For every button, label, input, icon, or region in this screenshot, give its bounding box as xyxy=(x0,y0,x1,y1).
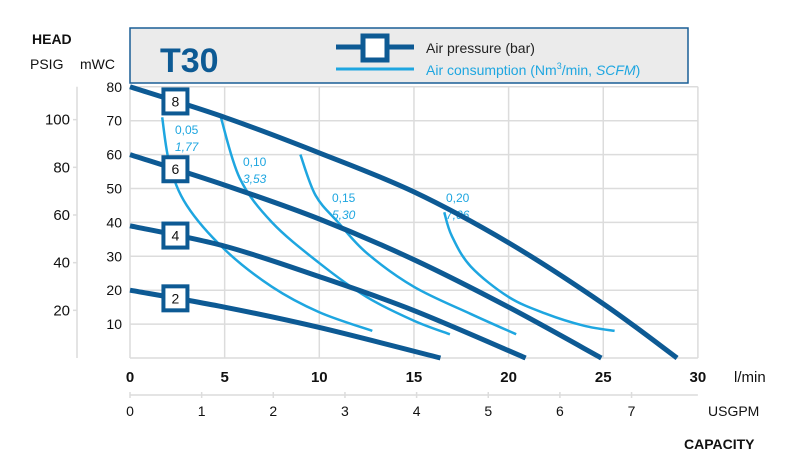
consumption-label-nm3: 0,05 xyxy=(175,123,199,137)
pressure-marker-box xyxy=(161,87,190,116)
y-tick-label-mwc: 60 xyxy=(106,147,122,163)
x-tick-label: 0 xyxy=(126,369,134,386)
consumption-label-scfm: 3,53 xyxy=(243,172,267,186)
usgpm-tick-label: 6 xyxy=(556,403,564,419)
y-tick-label-mwc: 50 xyxy=(106,181,122,197)
x-unit-lmin: l/min xyxy=(734,369,766,386)
pressure-marker-box xyxy=(161,155,190,184)
x-axis-title: CAPACITY xyxy=(684,436,755,452)
pressure-marker-box xyxy=(161,284,190,313)
usgpm-tick-label: 2 xyxy=(269,403,277,419)
y-tick-label-mwc: 20 xyxy=(106,282,122,298)
x-unit-usgpm: USGPM xyxy=(708,403,759,419)
usgpm-tick-label: 5 xyxy=(484,403,492,419)
y-unit-psig: PSIG xyxy=(30,56,63,72)
consumption-curves: 0,051,770,103,530,155,300,207,06 xyxy=(160,116,615,336)
usgpm-tick-label: 7 xyxy=(628,403,636,419)
y-axis-title: HEAD xyxy=(32,31,72,47)
consumption-label-nm3: 0,10 xyxy=(243,155,267,169)
usgpm-tick-label: 0 xyxy=(126,403,134,419)
consumption-label-nm3: 0,15 xyxy=(332,191,356,205)
x-tick-label: 25 xyxy=(595,369,612,386)
chart-title: T30 xyxy=(160,42,219,80)
tick-labels: 0 5 10 15 20 25 301020304050607080204060801000… xyxy=(45,79,706,419)
y-tick-label-psig: 60 xyxy=(53,207,70,224)
pressure-marker-label: 6 xyxy=(172,161,180,177)
y-tick-label-mwc: 10 xyxy=(106,316,122,332)
legend-pressure-label: Air pressure (bar) xyxy=(426,40,535,56)
y-tick-label-psig: 100 xyxy=(45,112,70,129)
y-tick-label-mwc: 80 xyxy=(106,79,122,95)
legend-consumption-label: Air consumption (Nm3/min, SCFM) xyxy=(426,61,640,78)
pressure-marker-label: 8 xyxy=(172,93,180,109)
x-tick-label: 20 xyxy=(500,369,517,386)
x-tick-label: 30 xyxy=(690,369,707,386)
consumption-curve-0,15 xyxy=(299,154,517,336)
x-tick-label: 10 xyxy=(311,369,328,386)
x-tick-label: 15 xyxy=(406,369,423,386)
consumption-curve-0,20 xyxy=(443,211,615,333)
pressure-marker-box xyxy=(161,221,190,250)
grid xyxy=(76,86,699,396)
pressure-curve-6-bar xyxy=(129,152,603,361)
x-tick-label: 5 xyxy=(220,369,228,386)
y-tick-label-mwc: 70 xyxy=(106,113,122,129)
consumption-label-nm3: 0,20 xyxy=(446,191,470,205)
consumption-curve-0,10 xyxy=(219,116,451,336)
y-unit-mwc: mWC xyxy=(80,56,115,72)
pressure-curve-4-bar xyxy=(129,223,527,361)
y-tick-label-psig: 80 xyxy=(53,159,70,176)
y-tick-label-psig: 20 xyxy=(53,302,70,319)
usgpm-tick-label: 1 xyxy=(198,403,206,419)
pressure-curves: 8 6 4 2 xyxy=(129,84,679,361)
pressure-marker-label: 2 xyxy=(172,290,180,306)
usgpm-tick-label: 3 xyxy=(341,403,349,419)
legend-box xyxy=(129,27,689,84)
pressure-marker-label: 4 xyxy=(172,228,180,244)
consumption-label-scfm: 5,30 xyxy=(332,208,356,222)
pressure-curve-8-bar xyxy=(129,84,679,361)
y-tick-label-mwc: 30 xyxy=(106,248,122,264)
legend-pressure-symbol xyxy=(336,33,414,63)
y-tick-label-psig: 40 xyxy=(53,255,70,272)
y-tick-label-mwc: 40 xyxy=(106,214,122,230)
consumption-label-scfm: 1,77 xyxy=(175,140,200,154)
usgpm-tick-label: 4 xyxy=(413,403,421,419)
